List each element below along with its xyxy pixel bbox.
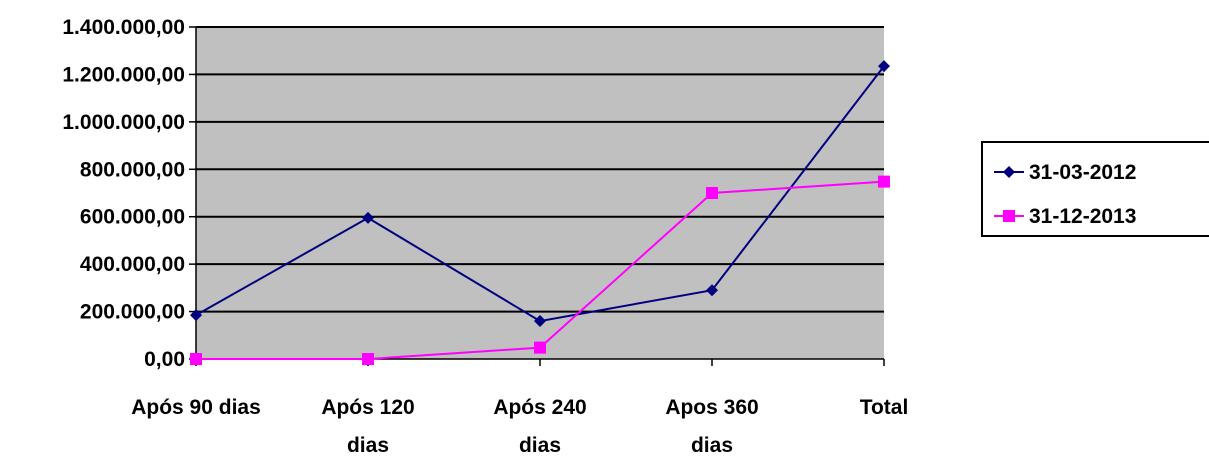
x-tick-label-2: Após 240 dias (493, 396, 586, 455)
series-1-point-4 (878, 175, 890, 188)
y-tick-label-6: 1.200.000,00 (62, 63, 185, 86)
series-group (190, 60, 890, 365)
series-1-point-1 (362, 353, 374, 365)
x-tick-label-line: Após 240 (493, 396, 586, 419)
x-tick-label-line: Após 120 (321, 396, 414, 419)
x-tick-label-1: Após 120 dias (321, 396, 414, 455)
x-tick-label-line: Após 90 dias (131, 396, 261, 419)
y-axis-tick-labels: 0,00 200.000,00 400.000,00 600.000,00 800.00… (62, 16, 185, 371)
legend-box (981, 141, 1209, 237)
series-1-point-2 (534, 341, 546, 354)
legend-marker-0 (1003, 166, 1015, 178)
y-tick-label-2: 400.000,00 (80, 253, 185, 276)
series-0-point-2 (534, 315, 546, 328)
x-tick-label-3: Apos 360 dias (665, 396, 758, 455)
series-0-point-1 (362, 211, 374, 224)
x-tick-label-line: Total (860, 396, 909, 419)
series-0 (190, 60, 890, 328)
legend: 31-03-2012 31-12-2013 (981, 141, 1209, 237)
y-tick-label-0: 0,00 (144, 348, 185, 371)
series-0-point-3 (706, 284, 718, 297)
x-tick-label-line: dias (691, 434, 733, 455)
series-1-point-0 (190, 353, 202, 365)
x-tick-label-4: Total (860, 396, 909, 419)
series-0-point-4 (878, 60, 890, 73)
legend-label-1: 31-12-2013 (1029, 205, 1136, 228)
plot-area (196, 27, 884, 359)
y-tick-label-7: 1.400.000,00 (62, 16, 185, 39)
series-0-point-0 (190, 309, 202, 322)
y-tick-label-5: 1.000.000,00 (62, 111, 185, 134)
x-tick-label-0: Após 90 dias (131, 396, 261, 419)
series-1 (190, 175, 890, 365)
y-tick-label-4: 800.000,00 (80, 158, 185, 181)
series-1-point-3 (706, 187, 718, 199)
y-tick-label-1: 200.000,00 (80, 301, 185, 324)
x-tick-label-line: Apos 360 (665, 396, 758, 419)
x-tick-label-line: dias (347, 434, 389, 455)
gridlines (196, 26, 884, 313)
legend-label-0: 31-03-2012 (1029, 161, 1136, 184)
legend-marker-1 (1003, 210, 1015, 222)
x-tick-label-line: dias (519, 434, 561, 455)
y-tick-label-3: 600.000,00 (80, 206, 185, 229)
